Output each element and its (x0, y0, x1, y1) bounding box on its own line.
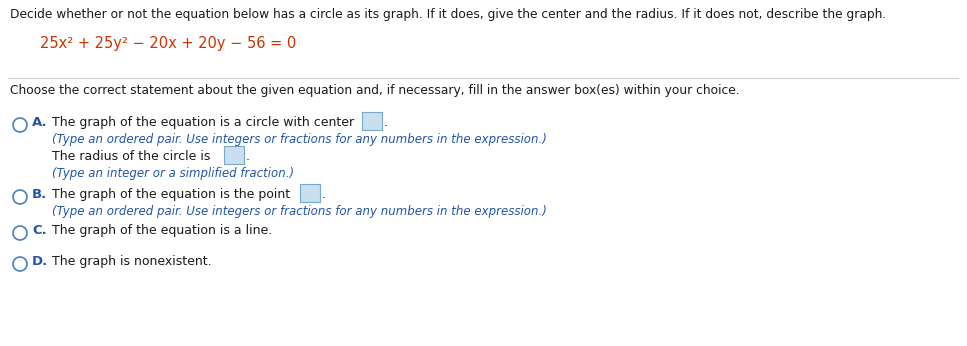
Text: (Type an integer or a simplified fraction.): (Type an integer or a simplified fractio… (52, 167, 294, 180)
Text: Decide whether or not the equation below has a circle as its graph. If it does, : Decide whether or not the equation below… (10, 8, 886, 21)
Text: 25x² + 25y² − 20x + 20y − 56 = 0: 25x² + 25y² − 20x + 20y − 56 = 0 (40, 36, 296, 51)
Text: B.: B. (32, 188, 47, 201)
Text: D.: D. (32, 255, 48, 268)
Text: Choose the correct statement about the given equation and, if necessary, fill in: Choose the correct statement about the g… (10, 84, 740, 97)
Text: (Type an ordered pair. Use integers or fractions for any numbers in the expressi: (Type an ordered pair. Use integers or f… (52, 133, 547, 146)
Text: C.: C. (32, 224, 46, 237)
Text: The radius of the circle is: The radius of the circle is (52, 150, 211, 163)
Text: .: . (322, 188, 326, 201)
Text: The graph of the equation is the point: The graph of the equation is the point (52, 188, 290, 201)
Text: The graph is nonexistent.: The graph is nonexistent. (52, 255, 212, 268)
Text: The graph of the equation is a line.: The graph of the equation is a line. (52, 224, 273, 237)
Text: The graph of the equation is a circle with center: The graph of the equation is a circle wi… (52, 116, 354, 129)
Text: .: . (384, 116, 388, 129)
Text: .: . (246, 150, 250, 163)
Text: (Type an ordered pair. Use integers or fractions for any numbers in the expressi: (Type an ordered pair. Use integers or f… (52, 205, 547, 218)
Text: A.: A. (32, 116, 47, 129)
